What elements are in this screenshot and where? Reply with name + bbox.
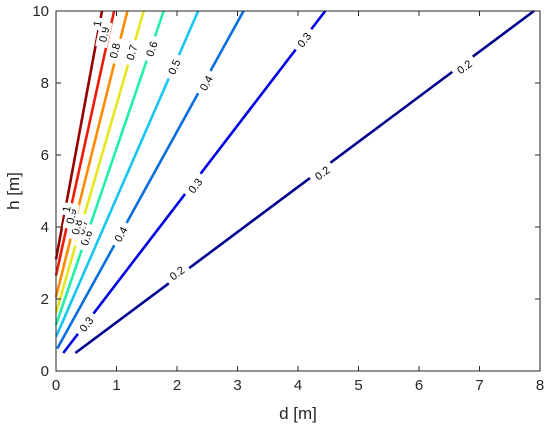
contour-label-gap xyxy=(105,36,124,65)
x-axis-label: d [m] xyxy=(279,404,317,423)
y-tick-label: 10 xyxy=(32,3,49,20)
contour-label-gap xyxy=(141,34,162,63)
x-tick-label: 5 xyxy=(354,377,362,394)
contour-label-4-1: 0.6 xyxy=(144,40,160,58)
x-tick-label: 7 xyxy=(475,377,483,394)
y-axis-ticks: 0 2 4 6 8 10 xyxy=(32,3,540,380)
contour-label-6-1: 0.8 xyxy=(108,42,123,60)
contour-labels: 0.20.20.20.30.30.30.40.40.50.50.60.60.70… xyxy=(59,16,479,338)
y-tick-label: 6 xyxy=(41,147,49,164)
contour-label-8-1: 1 xyxy=(92,20,105,28)
y-axis-label: h [m] xyxy=(4,172,23,210)
contour-label-gap xyxy=(308,160,337,186)
x-tick-label: 1 xyxy=(112,377,120,394)
contour-label-gap xyxy=(163,260,191,286)
contour-label-3-1: 0.5 xyxy=(166,58,183,77)
contour-label-gap xyxy=(450,54,479,80)
contour-label-gap xyxy=(73,310,99,338)
x-tick-label: 6 xyxy=(415,377,423,394)
contour-line-4 xyxy=(54,10,165,326)
contour-label-gap xyxy=(59,201,74,217)
contour-label-gap xyxy=(90,16,105,31)
x-tick-label: 3 xyxy=(233,377,241,394)
contour-label-gap xyxy=(163,52,185,81)
x-tick-label: 2 xyxy=(173,377,181,394)
y-tick-label: 0 xyxy=(41,363,49,380)
y-tick-label: 2 xyxy=(41,291,49,308)
contour-label-gap xyxy=(291,26,317,54)
contour-label-5-1: 0.7 xyxy=(125,44,141,62)
contour-label-gap xyxy=(182,171,208,200)
contour-line-8 xyxy=(54,10,104,260)
contour-label-8-0: 1 xyxy=(61,205,74,213)
contour-label-gap xyxy=(76,223,97,252)
contour-label-gap xyxy=(122,38,141,67)
contour-label-gap xyxy=(109,220,133,249)
y-tick-label: 8 xyxy=(41,75,49,92)
contour-line-7 xyxy=(54,10,116,276)
x-tick-label: 8 xyxy=(536,377,544,394)
y-tick-label: 4 xyxy=(41,219,49,236)
contour-line-2 xyxy=(56,10,245,350)
x-tick-label: 0 xyxy=(52,377,60,394)
x-tick-label: 4 xyxy=(294,377,302,394)
x-axis-ticks: 0 1 2 3 4 5 6 7 8 xyxy=(52,11,544,394)
contour-label-gap xyxy=(194,68,218,98)
